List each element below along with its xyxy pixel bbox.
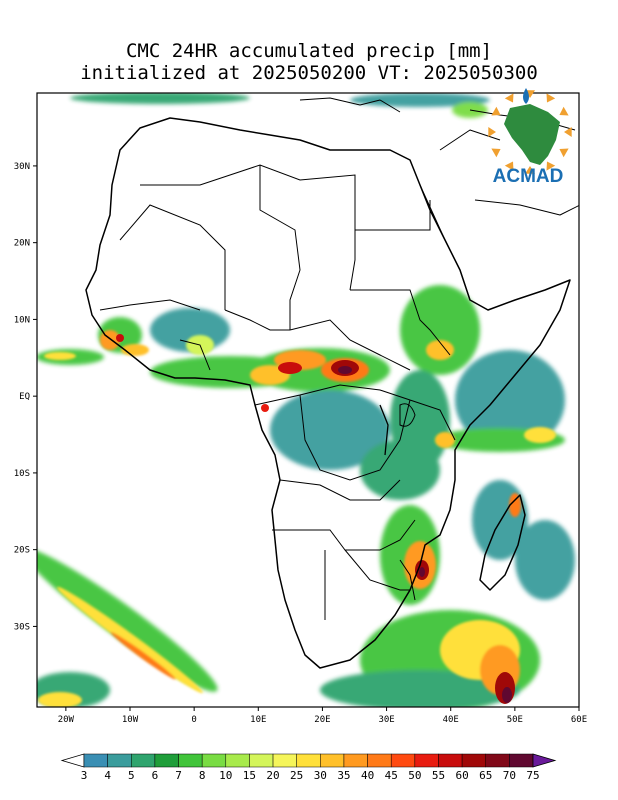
- logo-ray: [559, 148, 569, 158]
- lat-tick-label: 20S: [14, 546, 30, 556]
- colorbar-label: 65: [479, 769, 492, 782]
- colorbar-label: 50: [408, 769, 421, 782]
- colorbar-max-arrow: [532, 753, 557, 768]
- lat-tick-label: 30S: [14, 622, 30, 632]
- logo-ray: [491, 106, 501, 116]
- colorbar-label: 7: [175, 769, 182, 782]
- lon-tick-label: 60E: [571, 715, 587, 725]
- colorbar-label: 75: [526, 769, 539, 782]
- lon-tick-label: 10W: [122, 715, 139, 725]
- colorbar-swatch: [249, 753, 274, 768]
- logo-ray: [546, 161, 556, 171]
- colorbar-swatch: [438, 753, 463, 768]
- lat-tick-label: 10N: [14, 315, 30, 325]
- colorbar-label: 5: [128, 769, 135, 782]
- map-frame: [36, 92, 580, 708]
- colorbar-swatch: [107, 753, 132, 768]
- colorbar-swatch: [367, 753, 392, 768]
- logo-ray: [559, 106, 569, 116]
- latitude-axis: 30N 20N 10N EQ 10S 20S 30S: [14, 162, 37, 632]
- lon-tick-label: 20E: [314, 715, 330, 725]
- precip-field: [37, 93, 575, 707]
- colorbar-label: 15: [243, 769, 256, 782]
- map-title-line-1: CMC 24HR accumulated precip [mm]: [125, 40, 493, 62]
- colorbar-label: 6: [152, 769, 159, 782]
- colorbar-swatch: [509, 753, 534, 768]
- map-title-line-2: initialized at 2025050200 VT: 2025050300: [80, 62, 538, 84]
- colorbar-min-arrow: [60, 753, 85, 768]
- colorbar: 3 4 5 6 7 8 10 15 20 25 30 35 40 45 50 55 60 65 70 75: [60, 753, 557, 782]
- colorbar-label: 25: [290, 769, 303, 782]
- colorbar-swatch: [178, 753, 203, 768]
- colorbar-label: 20: [266, 769, 279, 782]
- logo-ray: [564, 126, 572, 138]
- colorbar-swatch: [201, 753, 227, 768]
- colorbar-label: 70: [503, 769, 516, 782]
- acmad-logo-text: ACMAD: [493, 166, 564, 187]
- colorbar-swatch: [272, 753, 297, 768]
- country-borders: [99, 164, 456, 620]
- lon-tick-label: 0: [191, 715, 196, 725]
- colorbar-label: 3: [81, 769, 88, 782]
- colorbar-swatch: [320, 753, 345, 768]
- lon-tick-label: 40E: [443, 715, 459, 725]
- longitude-axis: 20W 10W 0 10E 20E 30E 40E 50E 60E: [58, 707, 587, 725]
- colorbar-label: 45: [385, 769, 398, 782]
- colorbar-swatch: [131, 753, 156, 768]
- lat-tick-label: 30N: [14, 162, 30, 172]
- logo-ray: [546, 93, 556, 103]
- colorbar-swatch: [296, 753, 321, 768]
- colorbar-label: 40: [361, 769, 374, 782]
- colorbar-label: 60: [455, 769, 468, 782]
- colorbar-swatch: [225, 753, 250, 768]
- colorbar-label: 30: [314, 769, 327, 782]
- colorbar-swatch: [414, 753, 439, 768]
- lat-tick-label: 20N: [14, 239, 30, 249]
- lon-tick-label: 20W: [58, 715, 75, 725]
- colorbar-swatch: [461, 753, 486, 768]
- colorbar-label: 10: [219, 769, 232, 782]
- colorbar-label: 4: [104, 769, 111, 782]
- colorbar-swatch: [343, 753, 368, 768]
- lon-tick-label: 10E: [250, 715, 266, 725]
- lon-tick-label: 30E: [378, 715, 394, 725]
- logo-ray: [488, 126, 496, 138]
- colorbar-label: 8: [199, 769, 206, 782]
- colorbar-swatch: [154, 753, 179, 768]
- colorbar-swatch: [485, 753, 510, 768]
- colorbar-swatch: [390, 753, 416, 768]
- lon-tick-label: 50E: [507, 715, 523, 725]
- logo-ray: [504, 93, 514, 103]
- logo-ray: [504, 161, 514, 171]
- colorbar-label: 35: [337, 769, 350, 782]
- acmad-logo: ACMAD: [488, 88, 572, 187]
- coastlines: [85, 97, 579, 669]
- logo-ray: [524, 166, 536, 174]
- lat-tick-label: EQ: [19, 392, 30, 402]
- logo-ray: [491, 148, 501, 158]
- lat-tick-label: 10S: [14, 469, 30, 479]
- colorbar-label: 55: [432, 769, 445, 782]
- colorbar-swatch: [83, 753, 108, 768]
